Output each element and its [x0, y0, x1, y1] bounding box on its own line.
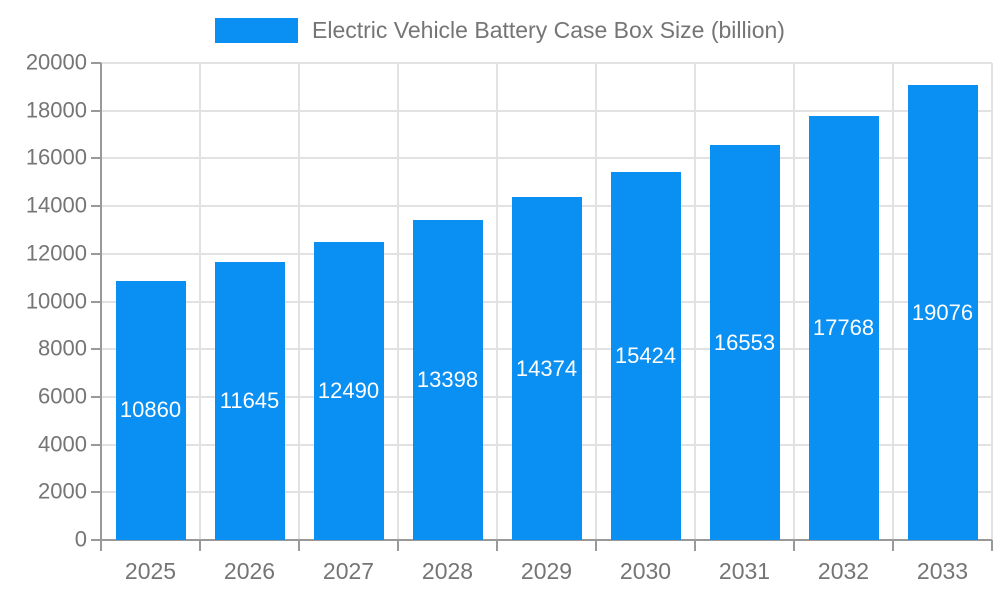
bar-value-label: 15424	[614, 343, 677, 369]
legend[interactable]: Electric Vehicle Battery Case Box Size (…	[0, 17, 1000, 44]
y-axis-tick	[91, 539, 101, 541]
legend-swatch	[215, 18, 298, 43]
x-axis-tick	[298, 540, 300, 551]
x-axis-tick	[694, 540, 696, 551]
x-axis-label: 2029	[520, 558, 573, 584]
y-axis-label: 14000	[25, 192, 87, 218]
gridline-vertical	[199, 63, 201, 540]
x-axis-tick	[892, 540, 894, 551]
x-axis-label: 2026	[223, 558, 276, 584]
x-axis-tick	[595, 540, 597, 551]
bar-value-label: 13398	[416, 367, 479, 393]
y-axis-tick	[91, 109, 101, 112]
bar-2026	[214, 262, 285, 540]
x-axis-label: 2033	[916, 558, 969, 584]
y-axis-label: 0	[74, 526, 87, 552]
bar-2033	[907, 85, 978, 540]
bar-2031	[709, 145, 780, 540]
bar-value-label: 17768	[812, 315, 875, 341]
y-axis-tick	[91, 62, 101, 64]
y-axis-label: 18000	[25, 97, 87, 123]
gridline-vertical	[892, 63, 894, 540]
y-axis-label: 16000	[25, 144, 87, 170]
y-axis-tick	[91, 491, 101, 494]
x-axis-label: 2030	[619, 558, 672, 584]
y-axis-line	[100, 63, 102, 551]
y-axis-label: 20000	[25, 49, 87, 75]
gridline-horizontal	[101, 109, 992, 112]
gridline-vertical	[298, 63, 300, 540]
x-axis-tick	[199, 540, 201, 551]
gridline-horizontal	[101, 62, 992, 64]
y-axis-tick	[91, 157, 101, 160]
y-axis-label: 8000	[38, 335, 87, 361]
x-axis-line	[101, 539, 992, 541]
gridline-vertical	[793, 63, 795, 540]
y-axis-tick	[91, 348, 101, 351]
bar-value-label: 16553	[713, 329, 776, 355]
y-axis-tick	[91, 300, 101, 303]
gridline-horizontal	[101, 157, 992, 160]
bar-2028	[412, 220, 483, 540]
gridline-vertical	[397, 63, 399, 540]
y-axis-label: 10000	[25, 287, 87, 313]
x-axis-label: 2027	[322, 558, 375, 584]
x-axis-tick	[991, 540, 993, 551]
y-axis-tick	[91, 252, 101, 255]
x-axis-label: 2032	[817, 558, 870, 584]
y-axis-label: 6000	[38, 383, 87, 409]
bar-value-label: 10860	[119, 397, 182, 423]
bar-value-label: 14374	[515, 355, 578, 381]
x-axis-label: 2028	[421, 558, 474, 584]
gridline-vertical	[595, 63, 597, 540]
legend-label: Electric Vehicle Battery Case Box Size (…	[312, 17, 785, 43]
bar-2030	[610, 172, 681, 540]
y-axis-label: 12000	[25, 240, 87, 266]
x-axis-label: 2025	[124, 558, 177, 584]
gridline-vertical	[991, 63, 993, 540]
y-axis-tick	[91, 205, 101, 208]
bar-2025	[115, 280, 186, 540]
bar-value-label: 11645	[219, 388, 280, 414]
bar-value-label: 12490	[317, 378, 380, 404]
y-axis-label: 4000	[38, 431, 87, 457]
bar-2032	[808, 116, 879, 540]
bar-value-label: 19076	[911, 299, 974, 325]
gridline-vertical	[694, 63, 696, 540]
bar-2029	[511, 197, 582, 540]
x-axis-tick	[793, 540, 795, 551]
y-axis-label: 2000	[38, 478, 87, 504]
bar-2027	[313, 242, 384, 540]
x-axis-tick	[496, 540, 498, 551]
gridline-vertical	[496, 63, 498, 540]
x-axis-label: 2031	[718, 558, 771, 584]
x-axis-tick	[397, 540, 399, 551]
y-axis-tick	[91, 395, 101, 398]
y-axis-tick	[91, 443, 101, 446]
